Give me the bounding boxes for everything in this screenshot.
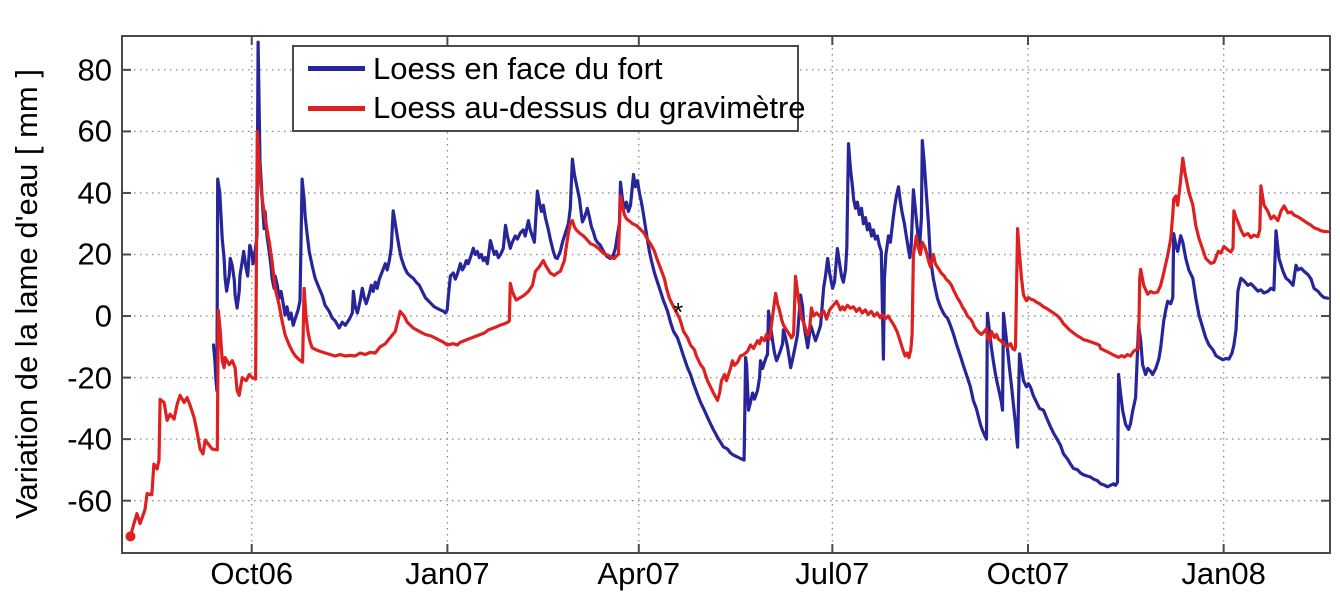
y-axis-title: Variation de la lame d'eau [ mm ]	[9, 69, 44, 519]
legend-line-sample-blue	[308, 66, 365, 72]
x-tick-label: Jan08	[1181, 556, 1266, 591]
y-tick-label: -60	[67, 483, 112, 519]
y-tick-label: 80	[77, 52, 112, 88]
asterisk-annotation: *	[673, 297, 683, 327]
x-tick-label: Apr07	[597, 556, 681, 591]
x-tick-label: Oct07	[986, 556, 1070, 591]
y-tick-label: 20	[77, 236, 112, 272]
x-tick-label: Oct06	[210, 556, 294, 591]
y-tick-label: -40	[67, 421, 112, 457]
x-tick-label: Jul07	[795, 556, 870, 591]
legend-item-loess-fort: Loess en face du fort	[308, 51, 797, 87]
series-line-loess-gravimetre	[128, 129, 1330, 539]
y-tick-label: 40	[77, 175, 112, 211]
legend-item-loess-gravimetre: Loess au-dessus du gravimètre	[308, 90, 806, 126]
legend-line-sample-red	[308, 105, 365, 111]
series-start-marker	[125, 531, 136, 542]
legend: Loess en face du fort Loess au-dessus du…	[292, 45, 806, 132]
y-tick-label: 60	[77, 113, 112, 149]
legend-label-loess-gravimetre: Loess au-dessus du gravimètre	[373, 90, 806, 126]
series-line-loess-fort	[211, 40, 1330, 489]
legend-label-loess-fort: Loess en face du fort	[373, 50, 663, 86]
axes-box	[121, 35, 1331, 554]
y-tick-label: 0	[94, 298, 112, 334]
y-tick-label: -20	[67, 360, 112, 396]
x-tick-label: Jan07	[405, 556, 490, 591]
